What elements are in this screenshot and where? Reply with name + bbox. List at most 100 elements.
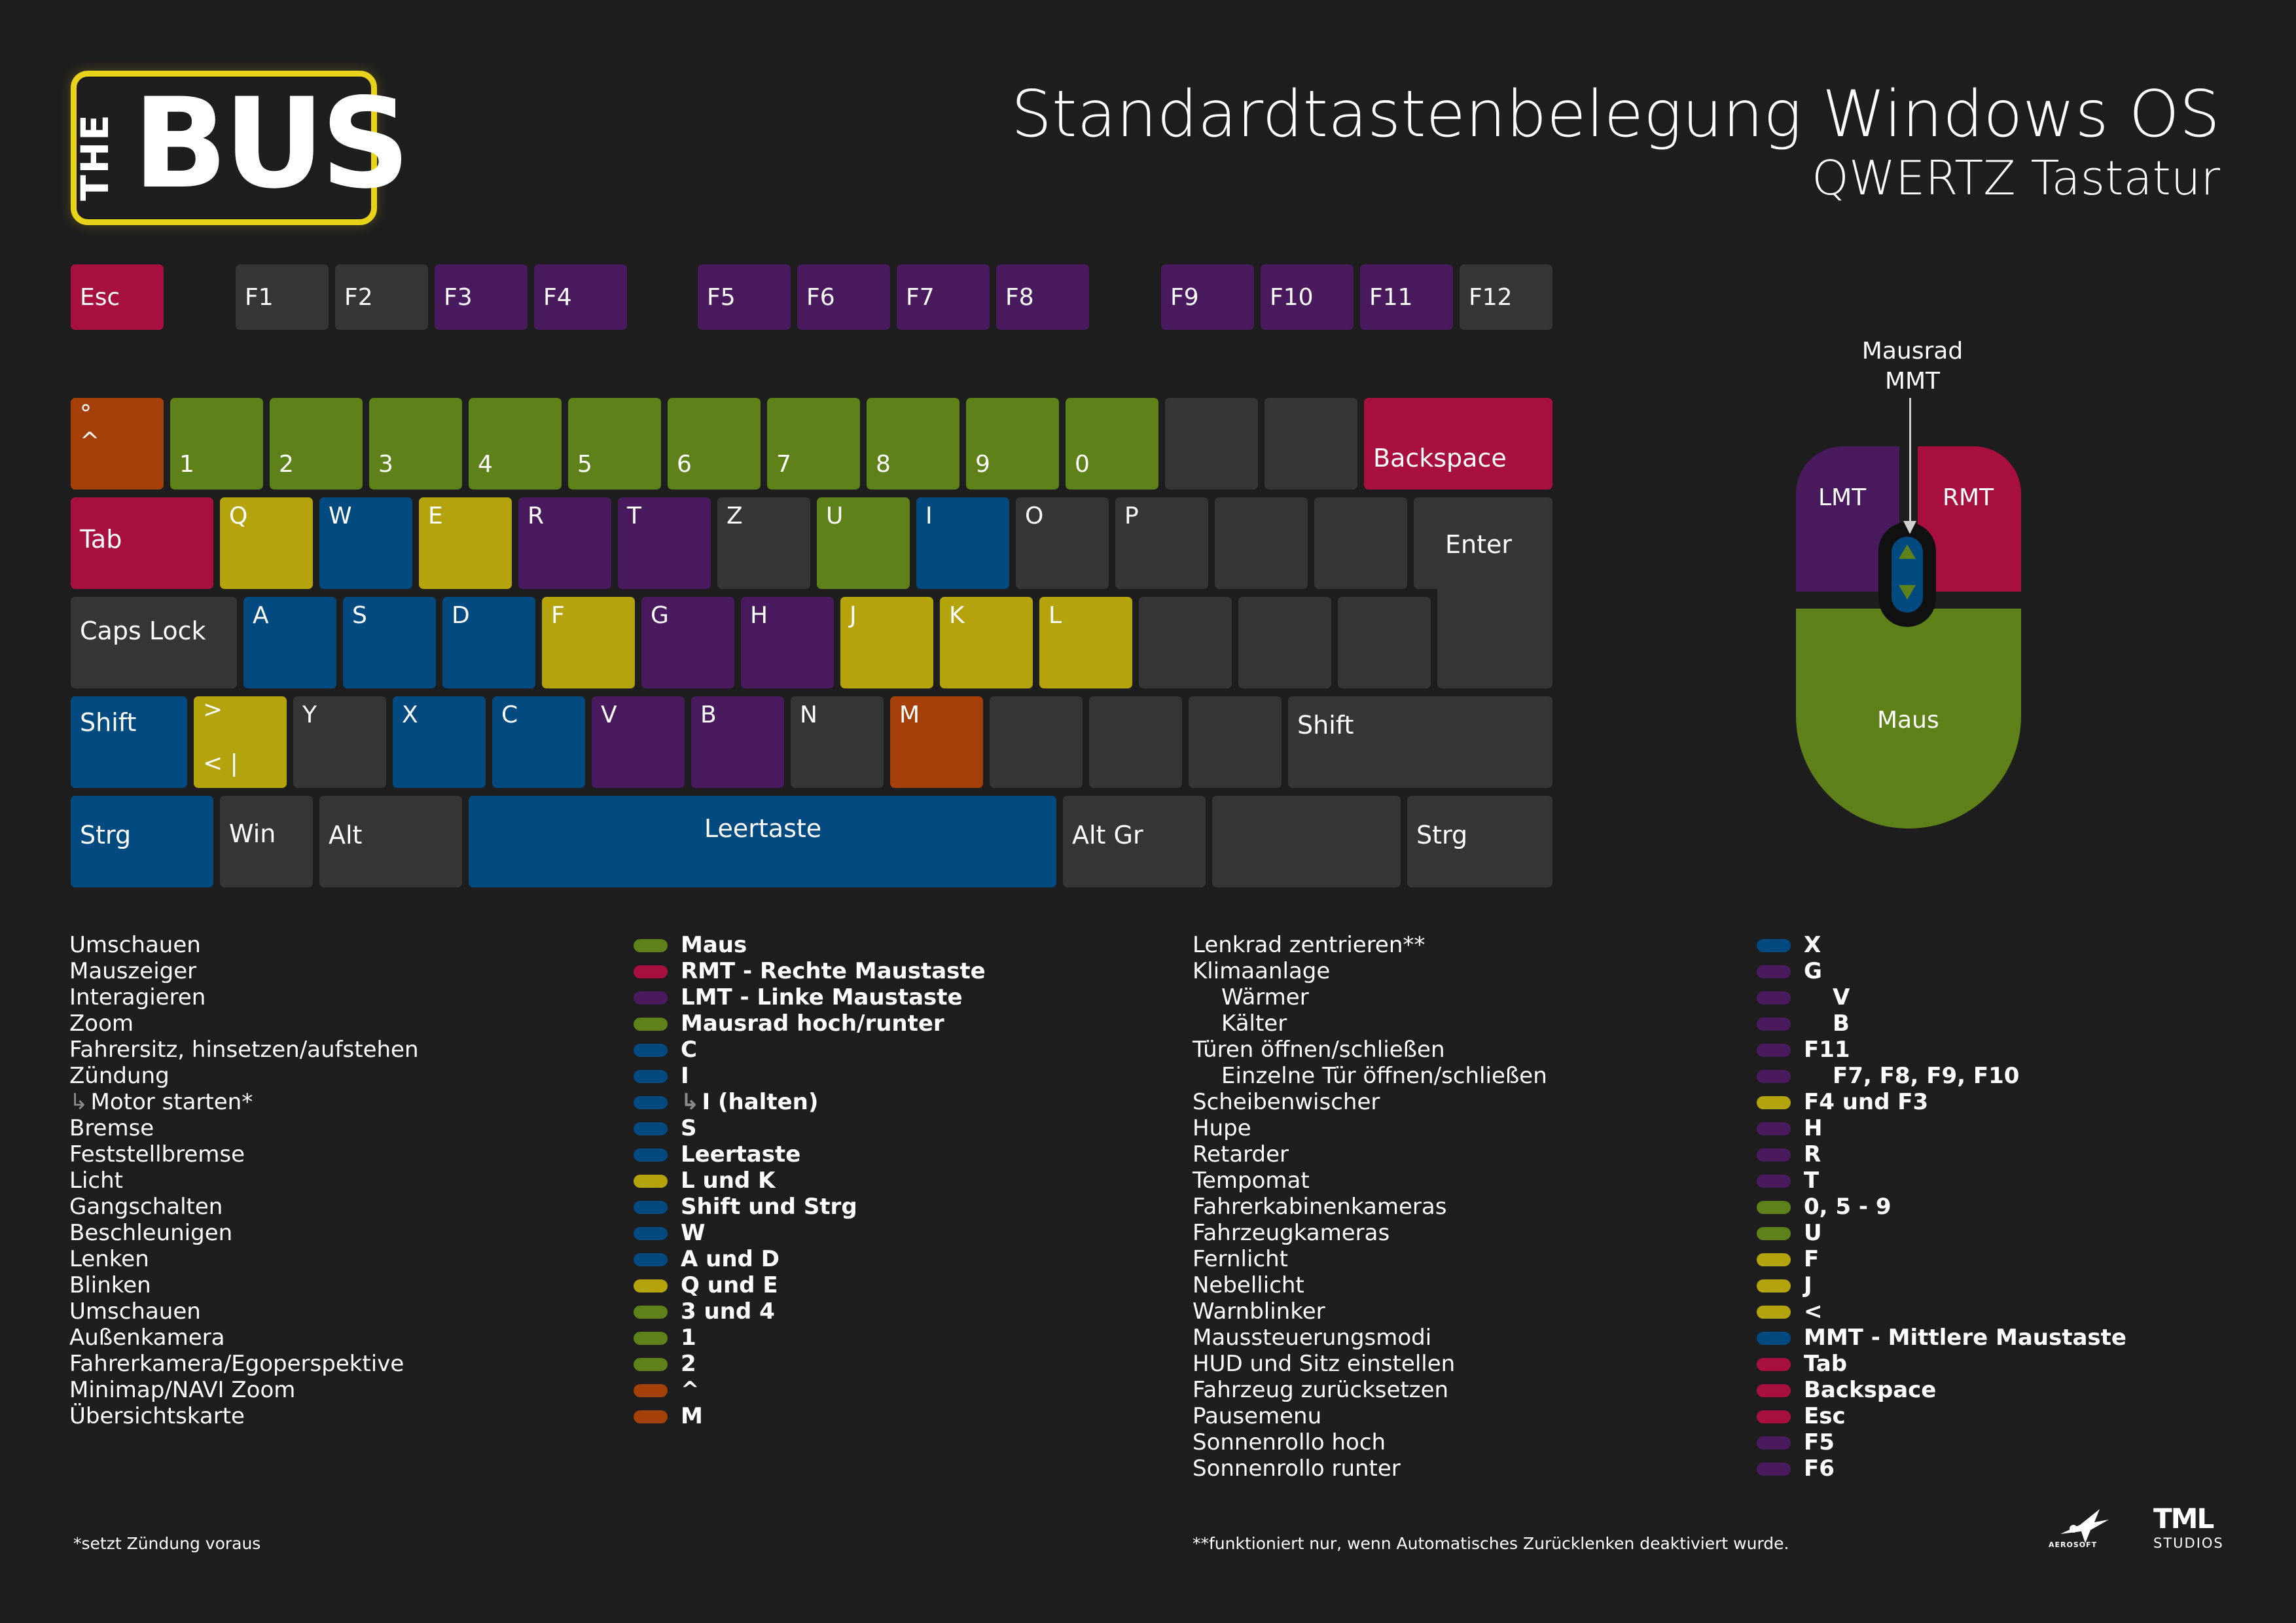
legend-key-row: RMT - Rechte Maustaste bbox=[634, 958, 1092, 984]
legend-key: C bbox=[681, 1037, 697, 1063]
legend-key-row: R bbox=[1757, 1141, 2254, 1168]
legend-key: I bbox=[681, 1063, 689, 1089]
legend-key: I (halten) bbox=[681, 1089, 819, 1115]
legend-key-row: U bbox=[1757, 1220, 2254, 1246]
color-swatch bbox=[1757, 1306, 1791, 1319]
color-swatch bbox=[1757, 1096, 1791, 1109]
legend-key: F6 bbox=[1804, 1455, 1835, 1482]
key-shift-right: Shift bbox=[1288, 696, 1552, 788]
key-f11: F11 bbox=[1360, 264, 1453, 330]
legend-key: F7, F8, F9, F10 bbox=[1833, 1063, 2020, 1089]
legend-key-row: ^ bbox=[634, 1377, 1092, 1403]
key-f1: F1 bbox=[236, 264, 329, 330]
key-enter: Enter bbox=[1414, 497, 1552, 589]
key-label: F5 bbox=[707, 284, 736, 311]
color-swatch bbox=[634, 1096, 668, 1109]
key-q: Q bbox=[220, 497, 313, 589]
color-swatch bbox=[1757, 1436, 1791, 1450]
legend-key: A und D bbox=[681, 1246, 780, 1272]
key-c: C bbox=[492, 696, 585, 788]
legend-action: HUD und Sitz einstellen bbox=[1193, 1351, 1456, 1377]
color-swatch bbox=[1757, 1070, 1791, 1083]
key-label: F4 bbox=[543, 284, 572, 311]
key-label: 1 bbox=[179, 451, 194, 478]
key-label: Q bbox=[229, 503, 248, 529]
legend-key: U bbox=[1804, 1220, 1822, 1246]
key-f3: F3 bbox=[435, 264, 528, 330]
key-label: Caps Lock bbox=[80, 616, 206, 645]
legend-key-row: L und K bbox=[634, 1168, 1092, 1194]
legend-key-row: G bbox=[1757, 958, 2254, 984]
legend-action: Retarder bbox=[1193, 1141, 1289, 1168]
key-h: H bbox=[741, 597, 834, 688]
key-label: F6 bbox=[806, 284, 835, 311]
key-strg-left: Strg bbox=[71, 796, 213, 887]
legend-key: W bbox=[681, 1220, 706, 1246]
key-ae bbox=[1238, 597, 1331, 688]
key-menu bbox=[1212, 796, 1401, 887]
key-label: Strg bbox=[80, 821, 132, 849]
key-label: 2 bbox=[279, 451, 294, 478]
key-label: Leertaste bbox=[704, 814, 822, 843]
legend-action: Warnblinker bbox=[1193, 1298, 1325, 1325]
legend-action: Pausemenu bbox=[1193, 1403, 1322, 1429]
legend-key: 2 bbox=[681, 1351, 696, 1377]
legend-action: Lenkrad zentrieren** bbox=[1193, 932, 1426, 958]
color-swatch bbox=[1757, 1332, 1791, 1345]
page-subtitle: QWERTZ Tastatur bbox=[1812, 151, 2220, 205]
key-f12: F12 bbox=[1460, 264, 1552, 330]
legend-key: Esc bbox=[1804, 1403, 1846, 1429]
legend-action: Kälter bbox=[1221, 1010, 1287, 1037]
key-ue bbox=[1215, 497, 1308, 589]
legend-action: Fahrerkamera/Egoperspektive bbox=[69, 1351, 404, 1377]
legend-key-row: F6 bbox=[1757, 1455, 2254, 1482]
color-swatch bbox=[634, 1122, 668, 1135]
key-o: O bbox=[1016, 497, 1109, 589]
legend-action: Licht bbox=[69, 1168, 123, 1194]
key-label: Strg bbox=[1416, 821, 1468, 849]
key-label: H bbox=[750, 602, 768, 629]
legend-left-actions: Umschauen Mauszeiger Interagieren Zoom F… bbox=[69, 932, 419, 1429]
legend-action: Klimaanlage bbox=[1193, 958, 1331, 984]
key-label: O bbox=[1025, 503, 1044, 529]
legend-key: F4 und F3 bbox=[1804, 1089, 1929, 1115]
key-caret: ° ^ bbox=[71, 398, 164, 490]
key-n: N bbox=[791, 696, 884, 788]
color-swatch bbox=[634, 1175, 668, 1188]
mouse-wheel-label: Mausrad bbox=[1861, 338, 1964, 365]
key-f6: F6 bbox=[797, 264, 890, 330]
key-label: A bbox=[253, 602, 269, 629]
key-label: D bbox=[452, 602, 470, 629]
mouse-lmt-label: LMT bbox=[1818, 484, 1867, 511]
legend-action: Lenken bbox=[69, 1246, 149, 1272]
logo-the-text: THE bbox=[73, 113, 117, 201]
color-swatch bbox=[634, 991, 668, 1005]
key-esc: Esc bbox=[71, 264, 164, 330]
legend-action: Fahrzeugkameras bbox=[1193, 1220, 1390, 1246]
color-swatch bbox=[1757, 1279, 1791, 1293]
key-label-top: > bbox=[203, 696, 223, 723]
key-label: C bbox=[501, 702, 518, 728]
color-swatch bbox=[634, 1018, 668, 1031]
key-label: G bbox=[651, 602, 669, 629]
legend-key-row: 0, 5 - 9 bbox=[1757, 1194, 2254, 1220]
legend-action: Zoom bbox=[69, 1010, 134, 1037]
key-0: 0 bbox=[1066, 398, 1158, 490]
key-accent bbox=[1265, 398, 1357, 490]
color-swatch bbox=[634, 1384, 668, 1397]
key-label: F8 bbox=[1005, 284, 1034, 311]
legend-key: 1 bbox=[681, 1325, 696, 1351]
color-swatch bbox=[1757, 1122, 1791, 1135]
legend-key: Leertaste bbox=[681, 1141, 801, 1168]
key-label: L bbox=[1049, 602, 1062, 629]
legend-key-row: A und D bbox=[634, 1246, 1092, 1272]
key-sz bbox=[1165, 398, 1258, 490]
key-w: W bbox=[319, 497, 412, 589]
wheel-pointer-line bbox=[1909, 398, 1911, 522]
key-oe bbox=[1139, 597, 1232, 688]
key-enter-lower bbox=[1437, 576, 1552, 688]
legend-action: Fahrerkabinenkameras bbox=[1193, 1194, 1447, 1220]
legend-key: H bbox=[1804, 1115, 1823, 1141]
mouse-body bbox=[1796, 609, 2021, 829]
key-label: S bbox=[352, 602, 367, 629]
